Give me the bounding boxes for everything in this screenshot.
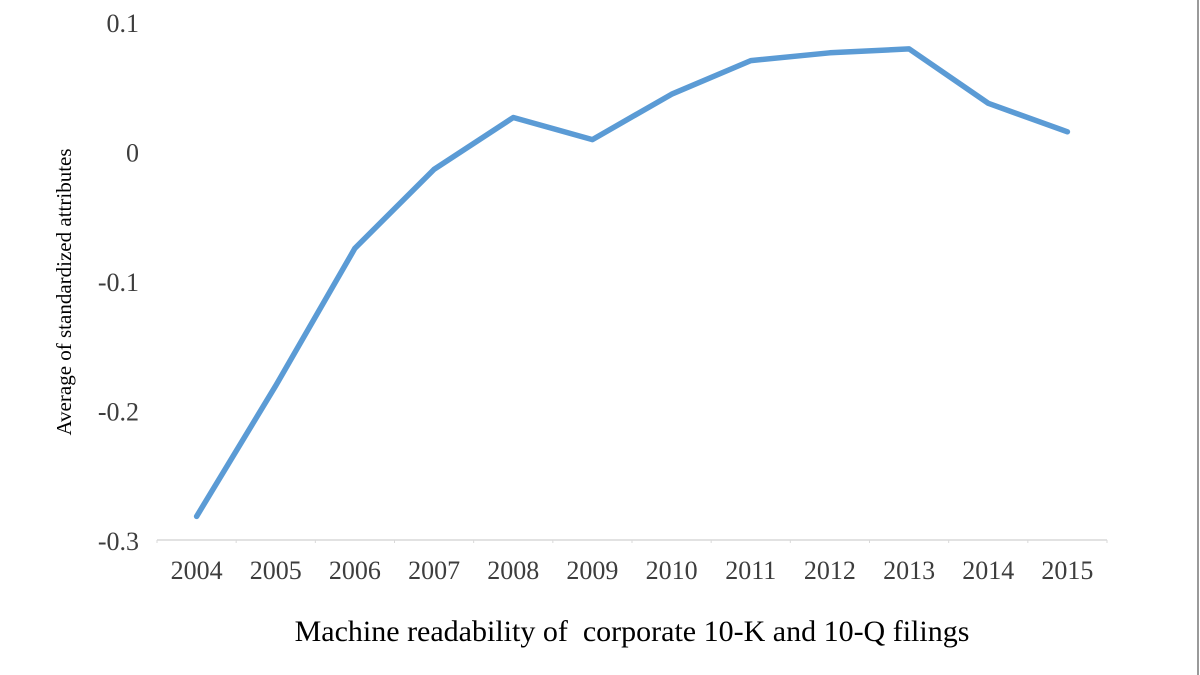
y-tick-label: 0.1 bbox=[107, 9, 140, 38]
y-tick-label: -0.2 bbox=[98, 398, 139, 427]
y-tick-label: -0.3 bbox=[98, 527, 139, 556]
x-tick-label-2011: 2011 bbox=[725, 556, 776, 585]
x-tick-label-2009: 2009 bbox=[566, 556, 618, 585]
x-tick-label-2013: 2013 bbox=[883, 556, 935, 585]
right-edge-border-line bbox=[1197, 0, 1199, 675]
x-tick-label-2014: 2014 bbox=[962, 556, 1014, 585]
x-tick-label-2004: 2004 bbox=[171, 556, 223, 585]
y-tick-label: 0 bbox=[126, 139, 139, 168]
x-tick-label-2012: 2012 bbox=[804, 556, 856, 585]
x-tick-label-2007: 2007 bbox=[408, 556, 460, 585]
x-tick-label-2006: 2006 bbox=[329, 556, 381, 585]
x-tick-label-2015: 2015 bbox=[1041, 556, 1093, 585]
x-tick-label-2005: 2005 bbox=[250, 556, 302, 585]
chart-title: Machine readability of corporate 10-K an… bbox=[294, 615, 970, 648]
y-axis-title: Average of standardized attributes bbox=[52, 148, 76, 436]
data-series-line bbox=[193, 46, 1071, 520]
y-tick-label: -0.1 bbox=[98, 268, 139, 297]
x-tick-label-2010: 2010 bbox=[646, 556, 698, 585]
x-tick-label-2008: 2008 bbox=[487, 556, 539, 585]
